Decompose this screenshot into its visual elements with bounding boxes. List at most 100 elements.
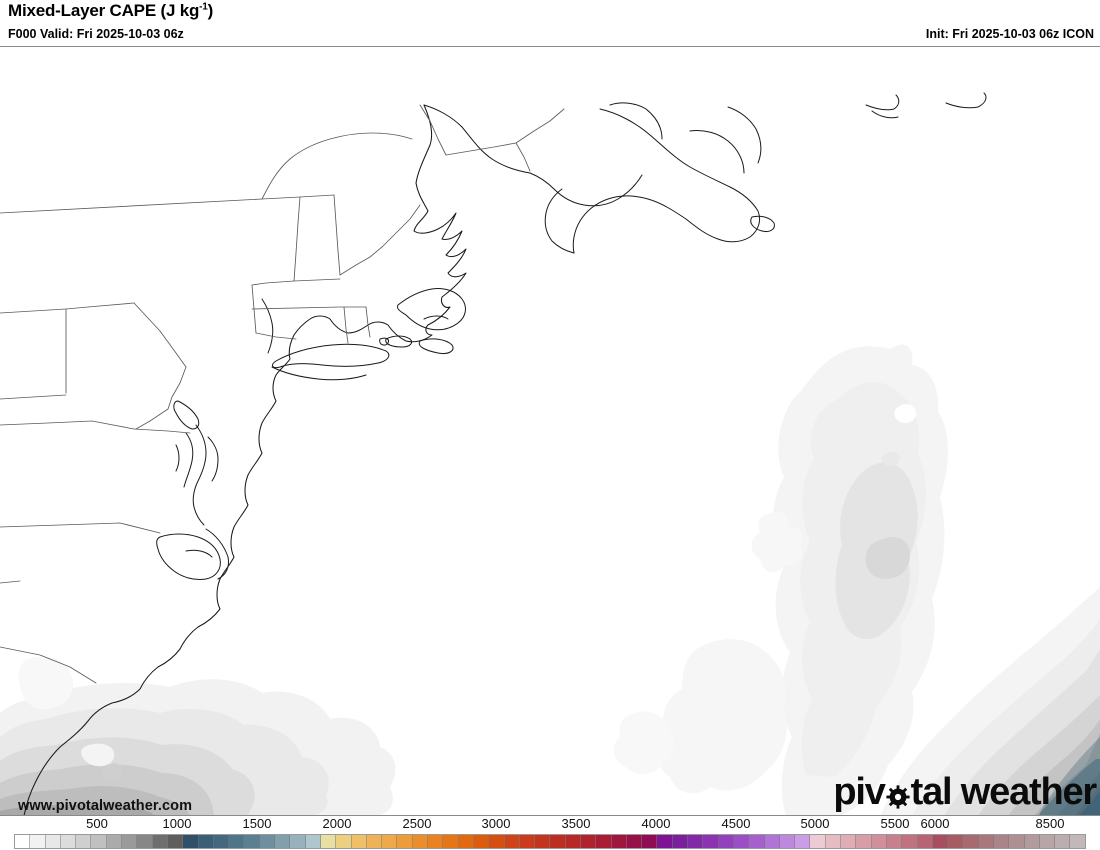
colorbar-swatch (91, 835, 107, 848)
colorbar-swatch (167, 835, 184, 848)
colorbar-swatch (320, 835, 337, 848)
colorbar-swatch (611, 835, 627, 848)
colorbar-tick: 2500 (402, 816, 432, 831)
colorbar-swatch (213, 835, 230, 848)
colorbar-swatch (290, 835, 306, 848)
colorbar-swatch (412, 835, 429, 848)
colorbar-swatch (749, 835, 765, 848)
map-header: Mixed-Layer CAPE (J kg-1) F000 Valid: Fr… (0, 0, 1100, 46)
colorbar-swatch (580, 835, 597, 848)
colorbar-swatch (15, 835, 31, 848)
colorbar-swatch (978, 835, 994, 848)
colorbar-swatch (45, 835, 61, 848)
colorbar-tick-labels: 500 1000 1500 2000 2500 3000 3500 4000 4500 5000 5… (0, 816, 1100, 832)
logo-text-part1: piv (833, 771, 886, 813)
colorbar-tick: 500 (86, 816, 108, 831)
colorbar-swatch (443, 835, 459, 848)
colorbar-tick: 8500 (1035, 816, 1065, 831)
colorbar-swatch (886, 835, 903, 848)
colorbar-swatch (198, 835, 214, 848)
colorbar-tick: 6000 (920, 816, 950, 831)
colorbar-swatch (703, 835, 719, 848)
colorbar-swatch (305, 835, 321, 848)
colorbar-tick: 4500 (721, 816, 751, 831)
logo-text-part2: tal weather (910, 771, 1098, 813)
pivotal-weather-logo: piv ta (833, 771, 1098, 813)
colorbar-swatch (994, 835, 1010, 848)
site-url-label: www.pivotalweather.com (18, 798, 193, 814)
colorbar-swatch (795, 835, 811, 848)
title-superscript: -1 (199, 1, 208, 13)
colorbar-swatch (382, 835, 398, 848)
colorbar-tick: 3000 (481, 816, 511, 831)
colorbar-swatch (60, 835, 77, 848)
colorbar-swatch (688, 835, 704, 848)
title-main: Mixed-Layer CAPE (J kg (8, 1, 200, 20)
colorbar-swatch (565, 835, 581, 848)
colorbar-swatch (1009, 835, 1025, 848)
colorbar-tick: 5000 (800, 816, 830, 831)
colorbar-swatch (259, 835, 276, 848)
colorbar-swatch (871, 835, 887, 848)
colorbar-swatch (458, 835, 474, 848)
colorbar-swatch (1039, 835, 1056, 848)
colorbar-swatch (351, 835, 367, 848)
colorbar-tick: 2000 (322, 816, 352, 831)
colorbar-swatch (473, 835, 490, 848)
coastline-layer (0, 92, 987, 815)
valid-time-label: F000 Valid: Fri 2025-10-03 06z (8, 27, 184, 41)
colorbar-swatch (810, 835, 826, 848)
colorbar-swatch (963, 835, 979, 848)
colorbar-swatch (718, 835, 734, 848)
colorbar-swatch (535, 835, 551, 848)
colorbar-tick: 1000 (162, 816, 192, 831)
colorbar-swatch (489, 835, 505, 848)
colorbar-swatch (106, 835, 123, 848)
colorbar-swatch (856, 835, 872, 848)
page-title: Mixed-Layer CAPE (J kg-1) (8, 1, 213, 21)
colorbar-swatch (244, 835, 260, 848)
map-canvas[interactable] (0, 46, 1100, 816)
colorbar-swatch (183, 835, 199, 848)
colorbar-swatch (764, 835, 780, 848)
colorbar-swatch (825, 835, 842, 848)
colorbar-swatch (657, 835, 673, 848)
colorbar-tick: 3500 (561, 816, 591, 831)
colorbar-swatch (122, 835, 138, 848)
colorbar-swatch (428, 835, 444, 848)
colorbar-swatch (1055, 835, 1071, 848)
colorbar: 500 1000 1500 2000 2500 3000 3500 4000 4500 5000 5… (0, 816, 1100, 850)
colorbar-swatch (841, 835, 857, 848)
cape-shading-layer (0, 344, 1100, 815)
colorbar-swatch (275, 835, 291, 848)
colorbar-swatch (519, 835, 536, 848)
colorbar-swatch (779, 835, 796, 848)
colorbar-swatch (229, 835, 245, 848)
colorbar-swatch (1070, 835, 1085, 848)
colorbar-tick: 4000 (641, 816, 671, 831)
gear-icon (885, 773, 911, 811)
colorbar-tick: 5500 (880, 816, 910, 831)
title-tail: ) (207, 1, 214, 20)
colorbar-swatch (626, 835, 643, 848)
colorbar-swatch (397, 835, 413, 848)
colorbar-swatch (30, 835, 46, 848)
colorbar-swatch (642, 835, 658, 848)
colorbar-swatch (336, 835, 352, 848)
colorbar-swatch (932, 835, 949, 848)
colorbar-swatch (902, 835, 918, 848)
colorbar-swatch (550, 835, 566, 848)
colorbar-swatches (14, 834, 1086, 849)
colorbar-swatch (1024, 835, 1040, 848)
colorbar-swatch (76, 835, 92, 848)
colorbar-swatch (152, 835, 168, 848)
colorbar-swatch (733, 835, 750, 848)
colorbar-tick: 1500 (242, 816, 272, 831)
colorbar-swatch (948, 835, 964, 848)
colorbar-swatch (137, 835, 153, 848)
init-time-label: Init: Fri 2025-10-03 06z ICON (925, 27, 1094, 41)
colorbar-swatch (672, 835, 689, 848)
colorbar-swatch (504, 835, 520, 848)
colorbar-swatch (366, 835, 383, 848)
